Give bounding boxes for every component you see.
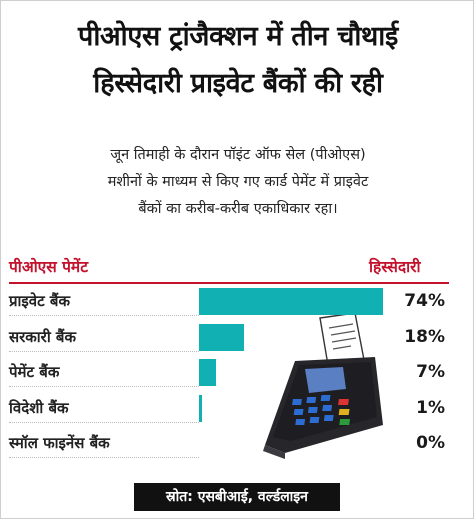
column-header-pos-payment: पीओएस पेमेंट — [9, 258, 89, 276]
value-label: 7% — [416, 362, 445, 382]
description-line-2: मशीनों के माध्यम से किए गए कार्ड पेमेंट … — [107, 174, 369, 190]
title-line-1: पीओएस ट्रांजैक्शन में तीन चौथाई — [78, 21, 398, 52]
source-label: स्रोत: एसबीआई, वर्ल्डलाइन — [134, 483, 340, 511]
column-header-share: हिस्सेदारी — [369, 258, 421, 276]
bar — [199, 359, 216, 386]
header-divider — [9, 282, 449, 284]
value-label: 1% — [416, 398, 445, 418]
value-label: 18% — [404, 327, 445, 347]
description: जून तिमाही के दौरान पॉइंट ऑफ सेल (पीओएस)… — [15, 142, 461, 223]
title-line-2: हिस्सेदारी प्राइवेट बैंकों की रही — [93, 68, 383, 99]
bar — [199, 288, 383, 315]
bar — [199, 395, 202, 422]
bar — [199, 324, 244, 351]
category-label: स्मॉल फाइनेंस बैंक — [9, 429, 199, 458]
category-label: पेमेंट बैंक — [9, 358, 199, 387]
category-label: सरकारी बैंक — [9, 323, 199, 352]
description-line-1: जून तिमाही के दौरान पॉइंट ऑफ सेल (पीओएस) — [110, 147, 366, 163]
value-label: 74% — [404, 291, 445, 311]
description-line-3: बैंकों का करीब-करीब एकाधिकार रहा। — [138, 201, 338, 217]
category-label: प्राइवेट बैंक — [9, 287, 199, 316]
pos-machine-icon — [263, 313, 383, 459]
value-label: 0% — [416, 433, 445, 453]
category-label: विदेशी बैंक — [9, 394, 199, 423]
